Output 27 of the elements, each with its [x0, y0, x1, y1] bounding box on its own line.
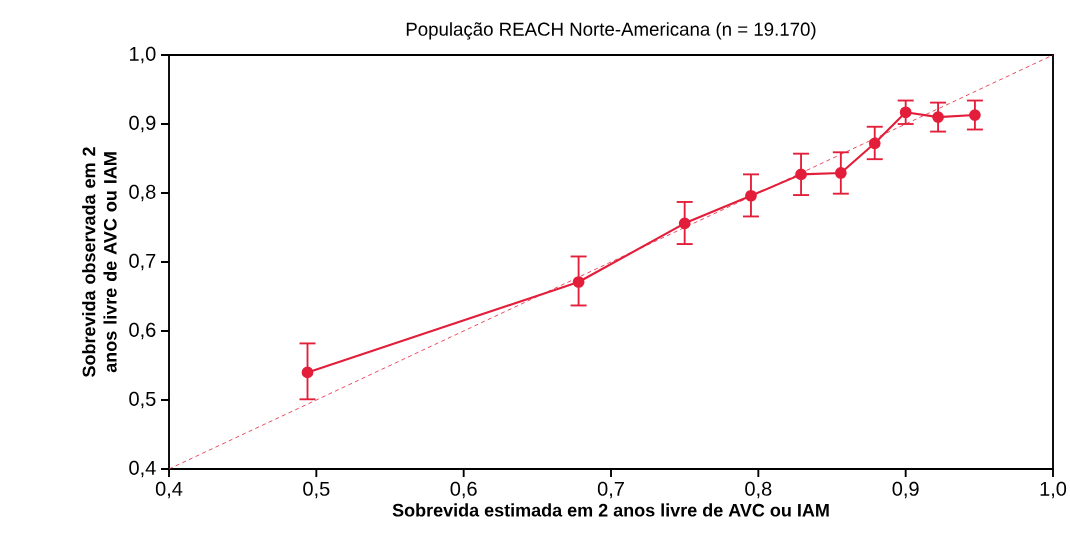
y-axis-title: Sobrevida observada em 2 anos livre de AVC ou IAM	[82, 147, 117, 378]
point	[868, 137, 881, 150]
x-tick-label: 0,9	[892, 481, 919, 499]
x-tick-label: 0,4	[155, 481, 183, 499]
chart-title: População REACH Norte-Americana (n = 19.170)	[406, 22, 816, 40]
point	[969, 109, 981, 121]
y-tick-label: 0,6	[129, 322, 156, 340]
x-axis-title: Sobrevida estimada em 2 anos livre de AVC ou IAM	[392, 503, 829, 517]
x-tick-label: 0,8	[745, 481, 772, 499]
x-tick-label: 0,6	[450, 481, 477, 499]
point	[678, 217, 691, 230]
x-tick-label: 1,0	[1040, 481, 1067, 499]
point	[745, 189, 757, 202]
point	[834, 167, 847, 179]
point	[572, 276, 585, 288]
x-tick-label: 0,5	[303, 481, 330, 499]
point	[899, 106, 912, 119]
point	[795, 168, 807, 181]
point	[301, 366, 314, 379]
y-tick-label: 0,7	[129, 253, 156, 271]
y-tick-label: 0,4	[129, 460, 156, 478]
y-tick-label: 1,0	[130, 46, 156, 64]
y-tick-label: 0,8	[129, 184, 156, 202]
point	[932, 111, 944, 123]
y-tick-label: 0,5	[129, 391, 156, 409]
x-tick-label: 0,7	[597, 481, 624, 499]
y-tick-label: 0,9	[129, 115, 156, 133]
